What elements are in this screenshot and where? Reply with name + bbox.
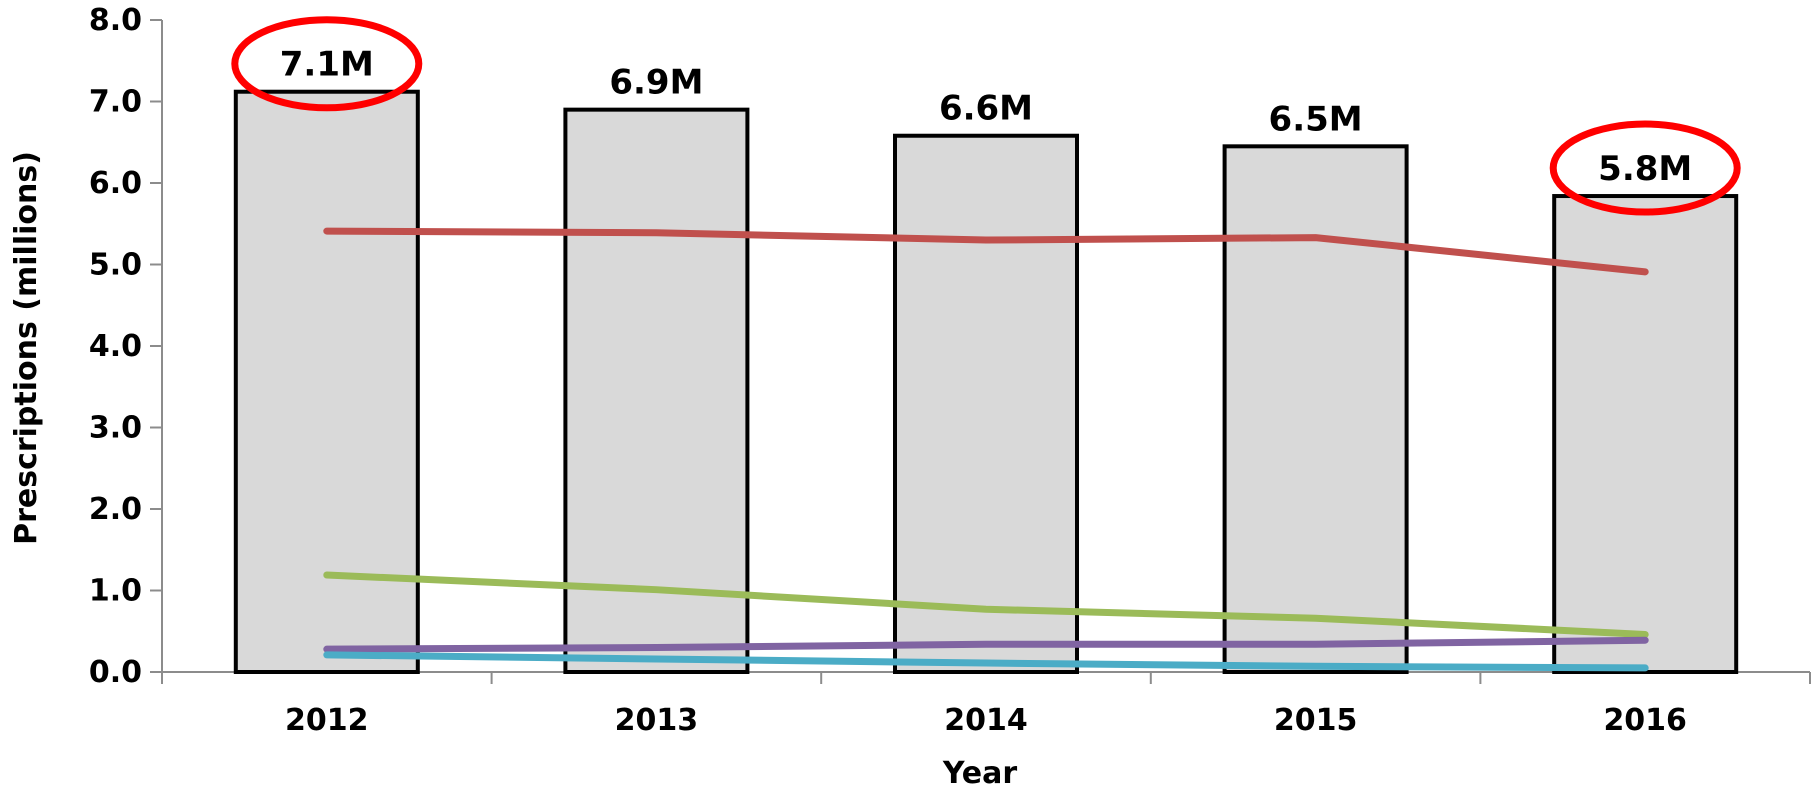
data-label: 7.1M bbox=[280, 45, 374, 85]
highlight-ellipse bbox=[1549, 120, 1741, 216]
bar-2012 bbox=[233, 89, 420, 675]
x-tick-label: 2012 bbox=[285, 703, 369, 738]
x-tick-label: 2014 bbox=[944, 703, 1028, 738]
axes: 0.0 1.0 2.0 3.0 4.0 5.0 6.0 7.0 8.0 2012 2013 2014 2… bbox=[89, 3, 1811, 738]
y-tick-label: 7.0 bbox=[89, 85, 142, 120]
data-labels: 7.1M 6.9M 6.6M 6.5M 5.8M bbox=[231, 16, 1741, 216]
x-axis-title: Year bbox=[942, 756, 1018, 791]
bar-2014 bbox=[893, 133, 1079, 675]
data-label: 5.8M bbox=[1598, 149, 1692, 189]
series-lines bbox=[323, 227, 1649, 672]
series-line-2 bbox=[323, 571, 1649, 639]
data-label: 6.6M bbox=[939, 89, 1033, 129]
y-axis-title: Prescriptions (millions) bbox=[9, 151, 44, 545]
data-label: 6.5M bbox=[1269, 99, 1363, 139]
series-line-3 bbox=[323, 636, 1649, 653]
bars bbox=[233, 89, 1739, 675]
bar-2016 bbox=[1552, 194, 1739, 674]
bar-2013 bbox=[563, 107, 750, 674]
y-tick-label: 8.0 bbox=[89, 3, 142, 38]
y-tick-label: 6.0 bbox=[89, 166, 142, 201]
series-line-4 bbox=[323, 651, 1649, 672]
y-tick-label: 4.0 bbox=[89, 329, 142, 364]
series-line-1 bbox=[323, 227, 1649, 276]
bar-2015 bbox=[1222, 144, 1409, 674]
x-tick-label: 2016 bbox=[1603, 703, 1687, 738]
y-tick-label: 3.0 bbox=[89, 411, 142, 446]
y-tick-label: 1.0 bbox=[89, 574, 142, 609]
highlight-ellipse bbox=[231, 16, 423, 112]
x-tick-label: 2015 bbox=[1274, 703, 1358, 738]
y-tick-label: 5.0 bbox=[89, 248, 142, 283]
x-tick-label: 2013 bbox=[615, 703, 699, 738]
data-label: 6.9M bbox=[609, 63, 703, 103]
y-tick-label: 2.0 bbox=[89, 492, 142, 527]
y-tick-label: 0.0 bbox=[89, 655, 142, 690]
